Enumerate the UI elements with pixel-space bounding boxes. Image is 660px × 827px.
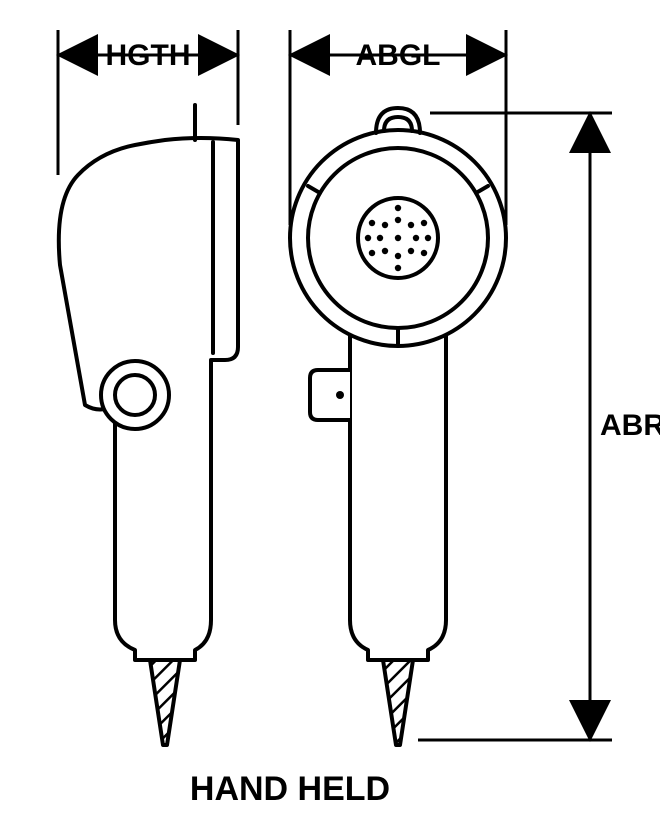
label-abgl: ABGL	[356, 39, 441, 72]
label-abry: ABRY	[600, 409, 660, 442]
front-view	[290, 108, 506, 745]
label-hgth: HGTH	[106, 39, 191, 72]
diagram-title: HAND HELD	[190, 770, 390, 808]
diagram-canvas: HGTH ABGL ABRY HAND HELD	[0, 0, 660, 827]
side-view	[59, 105, 238, 745]
